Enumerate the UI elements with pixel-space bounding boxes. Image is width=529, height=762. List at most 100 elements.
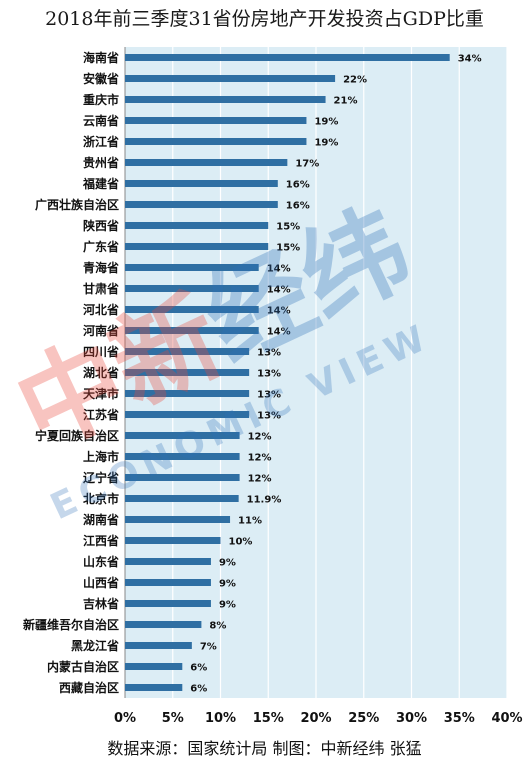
category-label: 宁夏回族自治区 (35, 428, 119, 443)
bar (125, 474, 240, 481)
value-label: 19% (314, 117, 338, 128)
bar (125, 411, 250, 418)
value-label: 19% (314, 138, 338, 149)
value-label: 6% (190, 663, 207, 674)
category-label: 青海省 (83, 260, 119, 275)
value-label: 11% (238, 516, 262, 527)
bar (125, 138, 307, 145)
x-tick-labels: 0% 5% 10% 15% 20% 25% 30% 35% 40% (114, 711, 523, 726)
bar (125, 222, 269, 229)
category-label: 黑龙江省 (71, 638, 119, 653)
category-label: 江苏省 (83, 407, 119, 422)
bar (125, 621, 202, 628)
category-label: 天津市 (83, 386, 119, 401)
category-label: 贵州省 (83, 155, 119, 170)
x-tick-label: 30% (396, 711, 427, 726)
bar (125, 264, 259, 271)
value-label: 13% (257, 369, 281, 380)
value-label: 12% (248, 474, 272, 485)
category-label: 重庆市 (83, 92, 119, 107)
value-label: 16% (286, 180, 310, 191)
category-label: 新疆维吾尔自治区 (23, 617, 119, 632)
bar (125, 348, 250, 355)
bar (125, 369, 250, 376)
category-label: 山西省 (83, 575, 119, 590)
bar (125, 117, 307, 124)
category-label: 辽宁省 (83, 470, 119, 485)
value-label: 14% (267, 327, 291, 338)
bar (125, 390, 250, 397)
x-tick-label: 5% (162, 711, 184, 726)
bar (125, 243, 269, 250)
source-note: 数据来源：国家统计局 制图：中新经纬 张猛 (107, 739, 422, 758)
category-label: 海南省 (83, 50, 119, 65)
bar (125, 579, 211, 586)
value-label: 13% (257, 411, 281, 422)
bar (125, 516, 231, 523)
value-label: 14% (267, 306, 291, 317)
bar (125, 537, 221, 544)
bar (125, 495, 239, 502)
value-label: 12% (248, 432, 272, 443)
value-label: 8% (209, 621, 226, 632)
bars (125, 54, 450, 691)
category-label: 河北省 (82, 302, 119, 317)
category-label: 云南省 (83, 113, 119, 128)
category-label: 广西壮族自治区 (35, 197, 119, 212)
value-label: 6% (190, 684, 207, 695)
value-label: 14% (267, 285, 291, 296)
value-label: 17% (295, 159, 319, 170)
bar (125, 663, 183, 670)
category-labels: 海南省安徽省重庆市云南省浙江省贵州省福建省广西壮族自治区陕西省广东省青海省甘肃省… (23, 50, 119, 695)
value-label: 12% (248, 453, 272, 464)
category-label: 江西省 (83, 533, 119, 548)
bar (125, 558, 211, 565)
bar (125, 201, 278, 208)
value-label: 9% (219, 579, 236, 590)
x-tick-label: 35% (444, 711, 475, 726)
bar (125, 306, 259, 313)
x-tick-label: 0% (114, 711, 136, 726)
x-tick-label: 10% (205, 711, 236, 726)
value-label: 15% (276, 243, 300, 254)
value-label: 22% (343, 75, 367, 86)
bar (125, 180, 278, 187)
category-label: 陕西省 (83, 218, 119, 233)
category-label: 四川省 (83, 344, 119, 359)
chart-title: 2018年前三季度31省份房地产开发投资占GDP比重 (45, 8, 484, 30)
bar (125, 285, 259, 292)
bar (125, 54, 450, 61)
bar (125, 96, 326, 103)
category-label: 山东省 (83, 554, 119, 569)
bar (125, 75, 336, 82)
category-label: 浙江省 (83, 134, 119, 149)
bar (125, 159, 288, 166)
value-label: 9% (219, 600, 236, 611)
category-label: 广东省 (83, 239, 119, 254)
value-label: 11.9% (247, 495, 282, 506)
x-tick-label: 15% (253, 711, 284, 726)
category-label: 湖北省 (83, 365, 119, 380)
value-label: 7% (200, 642, 217, 653)
category-label: 上海市 (83, 449, 119, 464)
value-label: 13% (257, 348, 281, 359)
category-label: 西藏自治区 (59, 680, 119, 695)
category-label: 福建省 (82, 176, 119, 191)
bar (125, 453, 240, 460)
bar (125, 642, 192, 649)
value-label: 21% (334, 96, 358, 107)
value-labels: 34% 22% 21% 19% 19% 17% 16% 16% 15% 15% 14% 14% 14% 1… (190, 54, 481, 695)
bar (125, 327, 259, 334)
x-tick-label: 20% (300, 711, 331, 726)
category-label: 湖南省 (83, 512, 119, 527)
category-label: 北京市 (83, 491, 119, 506)
value-label: 13% (257, 390, 281, 401)
value-label: 10% (229, 537, 253, 548)
value-label: 15% (276, 222, 300, 233)
value-label: 9% (219, 558, 236, 569)
value-label: 14% (267, 264, 291, 275)
bar (125, 432, 240, 439)
category-label: 安徽省 (83, 71, 119, 86)
category-label: 甘肃省 (83, 281, 119, 296)
